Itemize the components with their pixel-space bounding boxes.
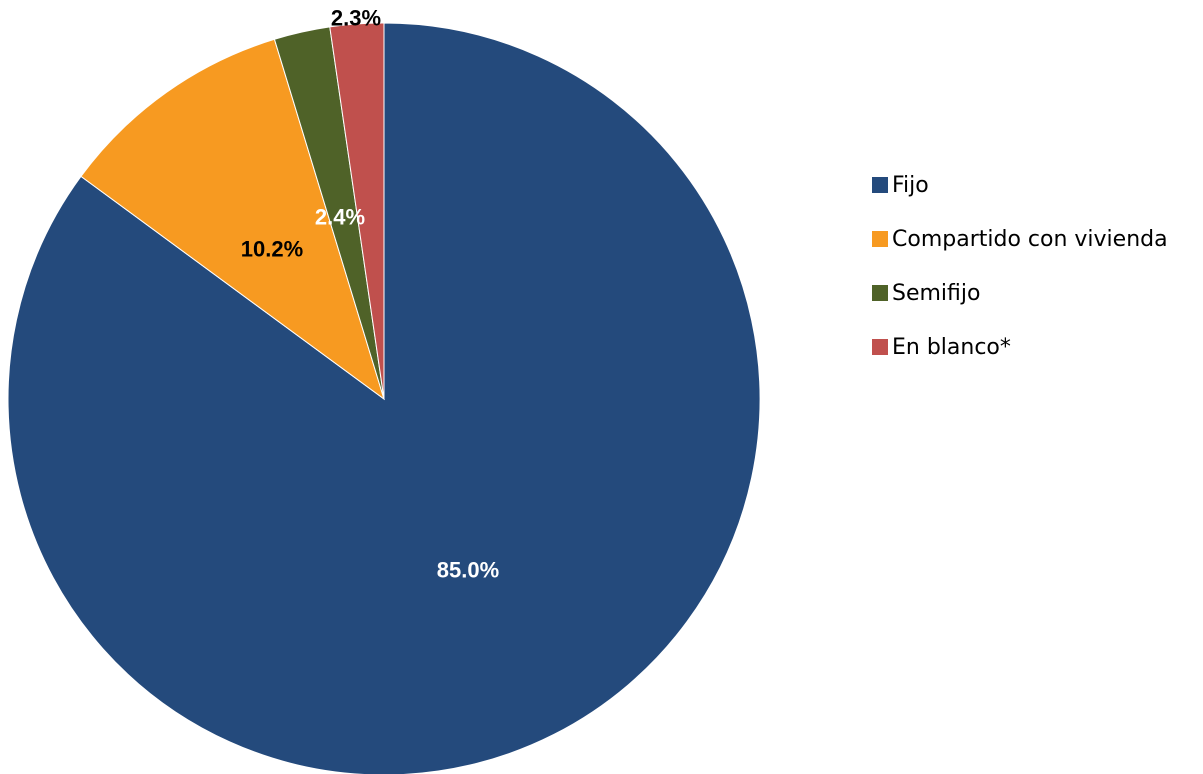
chart-legend: Fijo Compartido con vivienda Semifijo En… xyxy=(872,158,1168,374)
pie-slice-en-blanco xyxy=(329,22,385,400)
data-label-semifijo: 2.4% xyxy=(315,205,365,230)
legend-swatch-semifijo xyxy=(872,285,888,301)
legend-item-compartido: Compartido con vivienda xyxy=(872,212,1168,266)
legend-swatch-fijo xyxy=(872,177,888,193)
legend-label-semifijo: Semifijo xyxy=(892,280,981,306)
legend-item-semifijo: Semifijo xyxy=(872,266,1168,320)
legend-item-en-blanco: En blanco* xyxy=(872,320,1168,374)
legend-item-fijo: Fijo xyxy=(872,158,1168,212)
data-label-compartido: 10.2% xyxy=(241,237,303,262)
legend-label-fijo: Fijo xyxy=(892,172,929,198)
legend-swatch-compartido xyxy=(872,231,888,247)
pie-chart: 85.0% 10.2% 2.4% 2.3% xyxy=(7,6,761,774)
data-label-fijo: 85.0% xyxy=(437,558,499,583)
pie-slice-compartido xyxy=(80,38,385,401)
legend-swatch-en-blanco xyxy=(872,339,888,355)
pie-slice-fijo xyxy=(7,22,761,774)
data-label-en-blanco: 2.3% xyxy=(331,6,381,31)
legend-label-en-blanco: En blanco* xyxy=(892,334,1011,360)
legend-label-compartido: Compartido con vivienda xyxy=(892,226,1168,252)
